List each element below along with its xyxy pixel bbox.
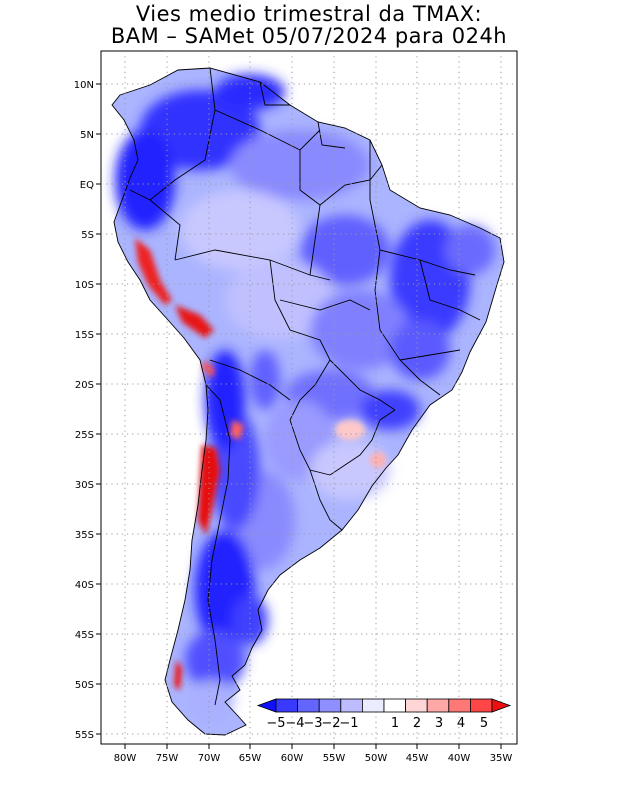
lat-label: 45S [75,630,94,641]
lon-label: 40W [448,753,471,764]
colorbar [256,698,512,713]
colorbar-label: −5 [266,716,285,731]
lat-label: EQ [80,180,94,191]
colorbar-swatch [448,698,471,713]
colorbar-swatch [469,698,493,713]
lon-label: 70W [198,753,221,764]
colorbar-labels: −5 −4 −3 −2 −1 1 2 3 4 5 [266,716,488,731]
lat-label: 15S [75,330,94,341]
colorbar-swatch [361,698,385,713]
graticule [101,51,517,744]
lat-label: 50S [75,680,94,691]
lon-label: 50W [365,753,388,764]
colorbar-swatch [275,698,299,713]
longitude-labels: 80W 75W 70W 65W 60W 55W 50W 45W 40W 35W [114,753,513,764]
colorbar-label: 4 [457,716,465,731]
lat-label: 40S [75,580,94,591]
colorbar-label: −1 [339,716,358,731]
colorbar-swatch [383,698,407,713]
map-title-line1: Vies medio trimestral da TMAX: [135,2,483,26]
colorbar-label: 2 [413,716,421,731]
colorbar-swatch [426,698,450,713]
lat-label: 35S [75,530,94,541]
map-title-line2: BAM – SAMet 05/07/2024 para 024h [110,24,508,48]
lat-label: 55S [75,730,94,741]
country-borders [111,67,505,736]
lon-label: 80W [114,753,137,764]
lon-label: 60W [281,753,304,764]
lon-label: 75W [156,753,179,764]
colorbar-label: 5 [480,716,488,731]
colorbar-swatch [297,698,320,713]
colorbar-label: −3 [303,716,322,731]
lon-label: 45W [406,753,429,764]
colorbar-label: −2 [321,716,340,731]
lat-label: 25S [75,430,94,441]
colorbar-swatch [318,698,342,713]
colorbar-arrow-right [491,698,512,713]
lat-label: 10N [74,80,94,91]
latitude-labels: 10N 5N EQ 5S 10S 15S 20S 25S 30S 35S 40S… [74,80,94,741]
lat-label: 5S [81,230,94,241]
lat-label: 5N [80,130,94,141]
lon-label: 55W [323,753,346,764]
colorbar-swatch [340,698,363,713]
colorbar-label: 3 [435,716,443,731]
lon-label: 35W [490,753,513,764]
colorbar-label: −4 [285,716,304,731]
colorbar-label: 1 [391,716,399,731]
lon-label: 65W [239,753,262,764]
lat-label: 30S [75,480,94,491]
lat-label: 20S [75,380,94,391]
lat-label: 10S [75,280,94,291]
colorbar-swatch [405,698,428,713]
tick-marks [96,83,502,749]
